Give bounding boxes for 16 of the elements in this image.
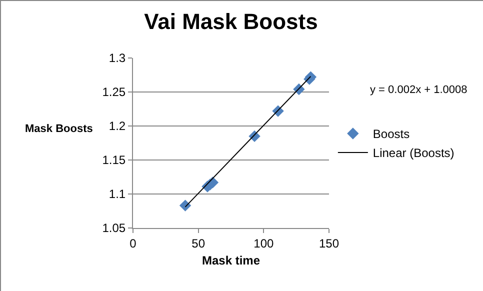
x-tick-label: 150 <box>318 236 340 250</box>
y-tick-label: 1.25 <box>102 85 126 100</box>
text: y = 0.002x + 1.0008 <box>370 84 468 96</box>
y-tick-label: 1.3 <box>108 51 126 66</box>
x-tick-label: 50 <box>192 236 206 250</box>
x-axis-title: Mask time <box>202 253 260 268</box>
y-tick-label: 1.1 <box>108 187 126 202</box>
chart-title: Vai Mask Boosts <box>144 9 318 34</box>
x-tick-label: 0 <box>130 236 137 250</box>
y-axis-title: Mask Boosts <box>25 123 93 135</box>
legend-label: Linear (Boosts) <box>372 146 454 160</box>
y-tick-label: 1.05 <box>102 221 126 236</box>
legend-label: Boosts <box>372 127 410 142</box>
x-tick-label: 100 <box>254 236 274 250</box>
y-tick-label: 1.2 <box>108 119 126 134</box>
y-tick-label: 1.15 <box>102 153 126 168</box>
